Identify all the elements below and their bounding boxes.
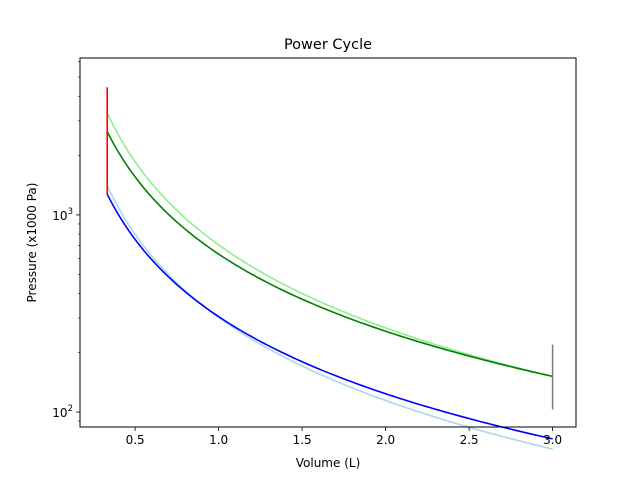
y-tick-base: 10 [52,209,67,223]
plot-area [80,58,576,427]
series-layer [106,87,554,450]
y-tick-label: 103 [52,207,73,223]
series-line-3 [106,112,553,378]
series-line-2 [106,193,553,440]
plot-frame [79,57,577,428]
x-tick-label: 1.5 [293,433,312,447]
y-axis-label: Pressure (x1000 Pa) [25,183,39,303]
x-tick-label: 2.0 [376,433,395,447]
series-line-4 [106,131,553,378]
y-tick-label: 102 [52,404,73,420]
x-tick-label: 0.5 [126,433,145,447]
series-line-1 [106,185,553,450]
y-tick-base: 10 [52,406,67,420]
x-tick-label: 1.0 [209,433,228,447]
y-tick-exponent: 2 [68,404,73,414]
y-tick-exponent: 3 [68,207,73,217]
x-axis-label: Volume (L) [296,456,361,470]
x-tick-label: 3.0 [543,433,562,447]
chart-title: Power Cycle [284,37,372,53]
x-tick-label: 2.5 [460,433,479,447]
